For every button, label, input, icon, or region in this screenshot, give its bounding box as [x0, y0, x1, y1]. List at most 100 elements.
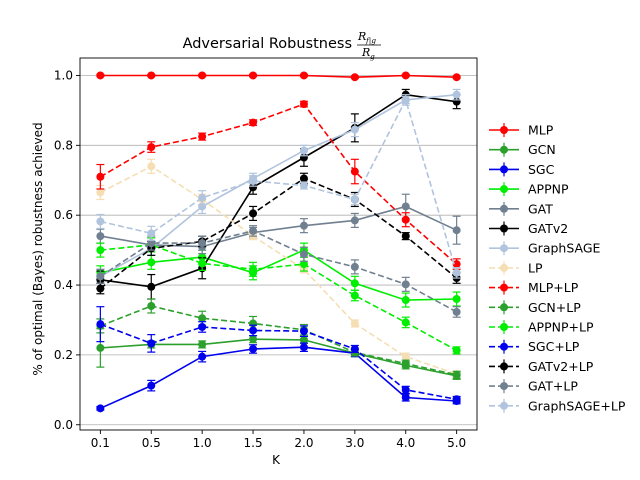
series-line: [99, 230, 457, 313]
series-gat-lp: [96, 225, 461, 318]
data-point: [452, 90, 461, 99]
formula-numerator: R: [357, 30, 366, 43]
data-point: [96, 188, 105, 197]
data-point: [299, 260, 308, 269]
data-point: [299, 100, 308, 109]
legend-marker: [500, 263, 508, 272]
legend-label: GATv2: [528, 221, 568, 236]
legend-entry: SGC+LP: [489, 339, 580, 354]
data-point: [96, 71, 105, 80]
series-mlp: [96, 71, 461, 82]
legend-entry: GraphSAGE: [489, 241, 601, 256]
data-point: [299, 327, 308, 336]
x-axis-label: K: [272, 453, 281, 467]
data-point: [96, 284, 105, 293]
legend-entry: GraphSAGE+LP: [489, 398, 626, 413]
chart-title-group: Adversarial Robustness R f|g R g: [183, 30, 381, 61]
data-point: [96, 232, 105, 241]
series-sgc: [96, 342, 461, 413]
data-point: [147, 239, 156, 248]
formula-denominator: R: [361, 46, 370, 59]
data-point: [350, 216, 359, 225]
series-line: [100, 93, 457, 278]
data-point: [147, 258, 156, 267]
data-point: [401, 280, 410, 289]
legend-entry: MLP: [489, 123, 554, 138]
data-point: [452, 73, 461, 82]
data-point: [198, 352, 207, 361]
series-line: [100, 97, 458, 274]
data-point: [249, 183, 258, 192]
data-point: [198, 239, 207, 248]
legend-label: MLP+LP: [528, 280, 579, 295]
data-point: [299, 250, 308, 259]
data-point: [350, 344, 359, 353]
y-tick-label: 0.6: [54, 208, 73, 222]
formula-numerator-sub: f|g: [365, 36, 376, 45]
series-line: [100, 74, 457, 79]
data-point: [452, 268, 461, 277]
legend-entry: MLP+LP: [489, 280, 579, 295]
data-point: [401, 359, 410, 368]
data-point: [350, 195, 359, 204]
data-point: [452, 395, 461, 404]
y-tick-label: 0.2: [54, 348, 73, 362]
data-point: [350, 279, 359, 288]
legend-label: GCN: [528, 142, 556, 157]
legend-marker: [500, 342, 508, 351]
data-point: [249, 335, 258, 344]
x-tick-label: 0.5: [142, 436, 161, 450]
legend-label: SGC: [528, 162, 555, 177]
data-point: [299, 335, 308, 344]
series-graphsage-lp: [96, 94, 461, 279]
x-tick-label: 4.0: [396, 436, 415, 450]
legend-entry: GATv2+LP: [489, 359, 594, 374]
data-point: [452, 260, 461, 269]
data-point: [299, 146, 308, 155]
legend-marker: [500, 145, 508, 154]
series-line: [100, 305, 457, 376]
data-point: [350, 167, 359, 176]
legend-entry: SGC: [489, 162, 555, 177]
legend-marker: [500, 165, 508, 174]
data-point: [299, 71, 308, 80]
legend-entry: GCN: [489, 142, 556, 157]
series-mlp-lp: [96, 100, 461, 270]
data-point: [249, 265, 258, 274]
data-point: [401, 71, 410, 80]
data-point: [401, 296, 410, 305]
data-point: [452, 295, 461, 304]
data-point: [452, 226, 461, 235]
data-point: [147, 339, 156, 348]
series-line: [99, 103, 458, 265]
legend-marker: [500, 303, 508, 312]
data-point: [452, 346, 461, 355]
data-point: [198, 259, 207, 268]
x-tick-label: 1.0: [193, 436, 212, 450]
legend-entry: GCN+LP: [489, 300, 581, 315]
legend-marker: [500, 401, 508, 410]
data-point: [299, 343, 308, 352]
data-point: [96, 217, 105, 226]
data-point: [198, 193, 207, 202]
legend: MLP GCN SGC APPNP GAT GATv2 GraphSAGE LP MLP+LP G…: [489, 123, 626, 413]
legend-marker: [500, 204, 508, 213]
series-sgc-lp: [96, 306, 461, 404]
legend-label: SGC+LP: [528, 339, 580, 354]
legend-label: GCN+LP: [528, 300, 581, 315]
legend-label: GraphSAGE+LP: [528, 398, 626, 413]
data-point: [147, 71, 156, 80]
series-layer: [96, 71, 461, 413]
data-point: [401, 215, 410, 224]
legend-marker: [500, 323, 508, 331]
data-point: [350, 125, 359, 134]
data-point: [249, 326, 258, 335]
y-tick-label: 1.0: [54, 68, 73, 82]
x-tick-label: 3.0: [345, 436, 364, 450]
legend-marker: [500, 382, 508, 391]
data-point: [249, 71, 258, 80]
x-tick-label: 2.0: [294, 436, 313, 450]
data-point: [198, 340, 207, 349]
legend-label: GAT: [528, 201, 553, 216]
